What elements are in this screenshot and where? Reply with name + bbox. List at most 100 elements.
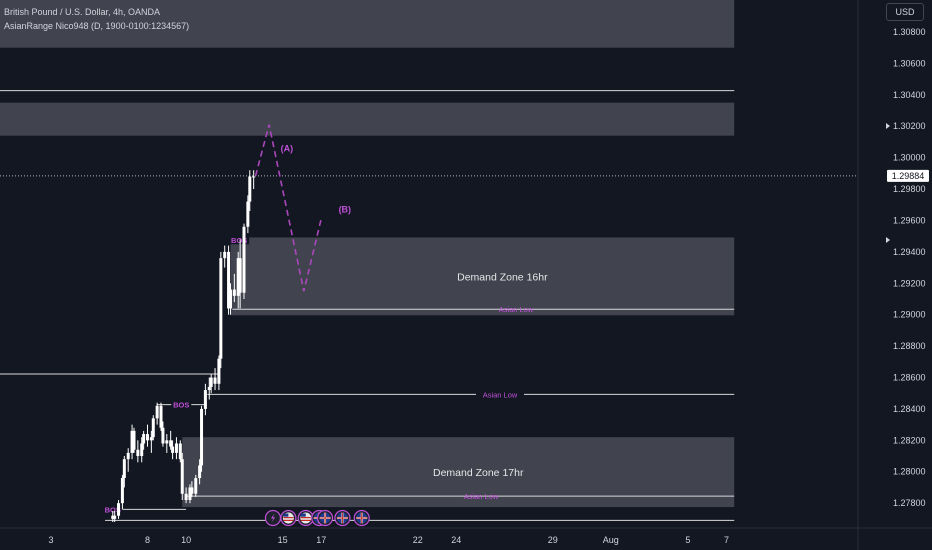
level-label-bg bbox=[476, 390, 524, 399]
candle-body bbox=[223, 251, 227, 259]
price-tick-label: 1.29800 bbox=[893, 184, 926, 194]
candles-layer bbox=[111, 170, 256, 522]
zone-box bbox=[0, 102, 735, 136]
time-tick-label: 7 bbox=[724, 535, 729, 545]
level-label: Asian Low bbox=[483, 390, 518, 399]
time-tick-label: 24 bbox=[451, 535, 461, 545]
bos-label: BOS bbox=[231, 236, 247, 245]
candle-body bbox=[190, 487, 194, 494]
time-tick-label: Aug bbox=[603, 535, 619, 545]
time-tick-label: 22 bbox=[413, 535, 423, 545]
time-tick-label: 10 bbox=[181, 535, 191, 545]
candle-body bbox=[146, 434, 149, 441]
price-tick-label: 1.30400 bbox=[893, 90, 926, 100]
price-tick-label: 1.28000 bbox=[893, 467, 926, 477]
candle-body bbox=[200, 408, 204, 466]
currency-button[interactable]: USD bbox=[886, 3, 924, 21]
flag-cross-red bbox=[324, 512, 326, 524]
axis-marker-icon bbox=[886, 237, 890, 243]
level-label: Asian Low bbox=[499, 305, 534, 314]
candle-body bbox=[169, 440, 173, 447]
zones-layer: Demand Zone 16hr Demand Zone 17hr bbox=[0, 0, 735, 508]
time-tick-label: 8 bbox=[145, 535, 150, 545]
zone-label: Demand Zone 16hr bbox=[457, 271, 548, 283]
candle-body bbox=[126, 452, 130, 460]
lightning-event-icon bbox=[264, 509, 282, 527]
flag-stripe bbox=[283, 517, 294, 519]
projection-path bbox=[254, 124, 322, 292]
levels-layer: Asian Low Asian Low Asian Low BOS BOS BOS bbox=[0, 90, 858, 521]
candle-body bbox=[171, 446, 175, 453]
flag-stripe bbox=[283, 519, 294, 521]
candle-body bbox=[161, 427, 165, 444]
level-label: Asian Low bbox=[464, 492, 499, 501]
events-layer bbox=[264, 509, 370, 527]
candle-body bbox=[140, 443, 144, 457]
candle-body bbox=[227, 251, 231, 309]
zone-box bbox=[0, 0, 735, 48]
candle-body bbox=[155, 405, 159, 419]
uk-flag-event-icon bbox=[334, 509, 351, 527]
price-tick-label: 1.30800 bbox=[893, 27, 926, 37]
flag-canton bbox=[283, 513, 289, 517]
time-tick-label: 3 bbox=[48, 535, 53, 545]
candle-body bbox=[130, 430, 134, 453]
price-tick-label: 1.29200 bbox=[893, 278, 926, 288]
current-price-tag bbox=[887, 169, 929, 182]
candle-body bbox=[248, 176, 252, 202]
candle-body bbox=[120, 478, 124, 504]
candle-body bbox=[178, 443, 182, 460]
candle-body bbox=[219, 258, 223, 359]
zone-label: Demand Zone 17hr bbox=[433, 467, 524, 479]
candle-body bbox=[194, 478, 198, 494]
candle-body bbox=[180, 459, 184, 494]
current-price-label: 1.29884 bbox=[892, 171, 925, 181]
zone-box bbox=[182, 437, 735, 508]
candle-body bbox=[207, 386, 211, 391]
time-tick-label: 15 bbox=[278, 535, 288, 545]
price-tick-label: 1.30600 bbox=[893, 58, 926, 68]
candle-body bbox=[198, 465, 202, 479]
candle-body bbox=[232, 289, 236, 296]
flag-stripe bbox=[300, 519, 311, 521]
price-tick-label: 1.30200 bbox=[893, 121, 926, 131]
candle-body bbox=[217, 358, 221, 384]
chart-title: British Pound / U.S. Dollar, 4h, OANDA bbox=[4, 7, 161, 17]
candle-body bbox=[246, 201, 250, 227]
price-tick-label: 1.30000 bbox=[893, 153, 926, 163]
indicator-legend[interactable]: AsianRange Nico948 (D, 1900-0100:1234567… bbox=[4, 21, 190, 31]
projection-layer: (A) (B) bbox=[254, 124, 351, 292]
candle-body bbox=[111, 515, 115, 519]
price-tick-label: 1.28800 bbox=[893, 341, 926, 351]
candle-body bbox=[236, 258, 240, 296]
price-tick-label: 1.28600 bbox=[893, 373, 926, 383]
candle-body bbox=[184, 493, 188, 501]
us-flag-event-icon bbox=[280, 509, 297, 527]
wave-label: (A) bbox=[281, 143, 294, 153]
candle-body bbox=[117, 503, 121, 516]
candle-body bbox=[174, 443, 178, 453]
candle-body bbox=[113, 515, 117, 519]
bos-label-bg bbox=[102, 504, 123, 514]
candle-body bbox=[213, 377, 217, 384]
candle-body bbox=[228, 289, 232, 309]
bolt-glyph bbox=[270, 513, 276, 523]
time-tick-label: 29 bbox=[548, 535, 558, 545]
uk-flag-event-icon bbox=[353, 509, 370, 527]
flag-cross-red bbox=[361, 512, 363, 524]
price-tick-label: 1.28400 bbox=[893, 404, 926, 414]
candle-body bbox=[209, 377, 213, 387]
us-flag-event-icon bbox=[297, 509, 314, 527]
candle-body bbox=[252, 176, 256, 178]
candle-body bbox=[238, 258, 242, 293]
candle-body bbox=[142, 434, 146, 444]
candle-body bbox=[165, 440, 169, 444]
candle-body bbox=[242, 226, 246, 293]
candle-body bbox=[203, 390, 207, 409]
candle-body bbox=[159, 405, 163, 428]
price-tick-label: 1.27800 bbox=[893, 498, 926, 508]
candle-body bbox=[136, 449, 140, 457]
time-tick-label: 5 bbox=[685, 535, 690, 545]
